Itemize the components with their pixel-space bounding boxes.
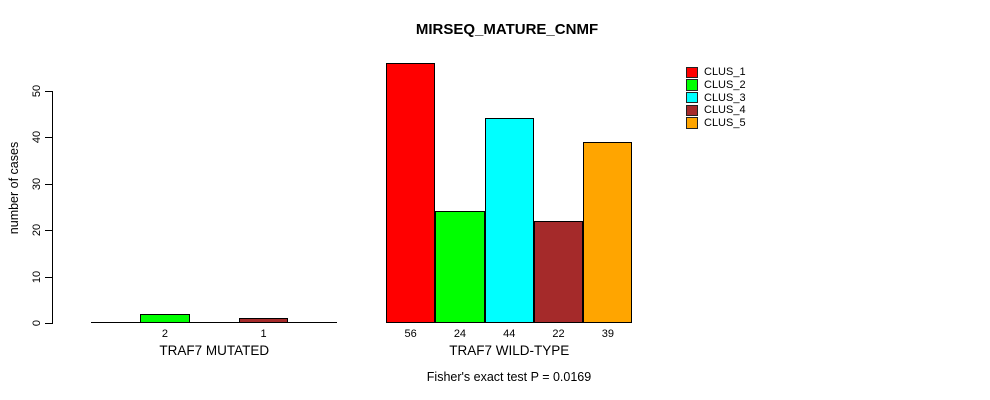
bar-group-traf7-mutated: [91, 314, 338, 323]
bar-value-label: 56: [404, 328, 417, 340]
legend-item-clus-3: CLUS_3: [686, 91, 746, 104]
x-group-label-traf7-wild-type: TRAF7 WILD-TYPE: [449, 343, 570, 358]
bar-value-labels-traf7-wild-type: 56 24 44 22 39: [386, 328, 632, 340]
legend-swatch: [686, 117, 698, 129]
bar-value-label: 1: [260, 328, 267, 340]
caption-pvalue: Fisher's exact test P = 0.0169: [426, 370, 592, 384]
bar-value-label: [288, 328, 337, 340]
legend-item-clus-4: CLUS_4: [686, 104, 746, 117]
y-tick-label: 30: [31, 177, 43, 190]
y-tick-mark: [45, 137, 52, 138]
bar-clus-5: [583, 142, 633, 323]
legend: CLUS_1 CLUS_2 CLUS_3 CLUS_4 CLUS_5: [686, 66, 746, 129]
bar-value-label: 2: [161, 328, 168, 340]
bar-value-label: 24: [453, 328, 467, 340]
bar-clus-4: [238, 318, 289, 323]
legend-label: CLUS_3: [704, 91, 746, 104]
y-axis-label: number of cases: [7, 141, 21, 235]
bar-value-label: 44: [503, 328, 516, 340]
bar-value-label: 22: [552, 328, 565, 340]
bar-clus-3: [189, 322, 239, 323]
legend-swatch: [686, 91, 698, 104]
legend-item-clus-2: CLUS_2: [686, 79, 746, 92]
legend-label: CLUS_1: [704, 66, 746, 79]
legend-label: CLUS_2: [704, 79, 746, 92]
bar-clus-2: [435, 211, 485, 323]
chart-title: MIRSEQ_MATURE_CNMF: [415, 21, 599, 38]
bar-clus-3: [484, 118, 534, 323]
y-tick-label: 0: [31, 319, 43, 327]
bar-group-traf7-wild-type: [386, 63, 633, 323]
bar-value-label: [91, 328, 140, 340]
y-tick-mark: [45, 230, 52, 231]
bar-clus-4: [533, 221, 584, 323]
y-tick-label: 10: [31, 270, 43, 283]
y-tick-mark: [45, 276, 52, 278]
y-tick-mark: [45, 183, 52, 185]
bar-clus-1: [91, 322, 141, 323]
bar-clus-5: [288, 322, 338, 323]
bar-value-label: [190, 328, 239, 340]
legend-swatch: [686, 66, 698, 79]
legend-label: CLUS_4: [704, 104, 746, 117]
legend-item-clus-5: CLUS_5: [686, 117, 746, 130]
legend-swatch: [686, 79, 698, 91]
legend-swatch: [686, 104, 698, 117]
y-tick-label: 20: [31, 223, 43, 237]
bar-clus-1: [386, 63, 436, 323]
y-tick-label: 50: [31, 84, 43, 97]
legend-item-clus-1: CLUS_1: [686, 66, 746, 79]
y-tick-mark: [45, 323, 52, 324]
y-axis-line: [52, 90, 53, 324]
bar-value-label: 39: [601, 328, 614, 340]
bar-clus-2: [140, 314, 190, 323]
y-tick-mark: [45, 90, 52, 92]
y-tick-label: 40: [31, 130, 43, 144]
legend-label: CLUS_5: [704, 117, 746, 130]
x-group-label-traf7-mutated: TRAF7 MUTATED: [159, 343, 270, 358]
